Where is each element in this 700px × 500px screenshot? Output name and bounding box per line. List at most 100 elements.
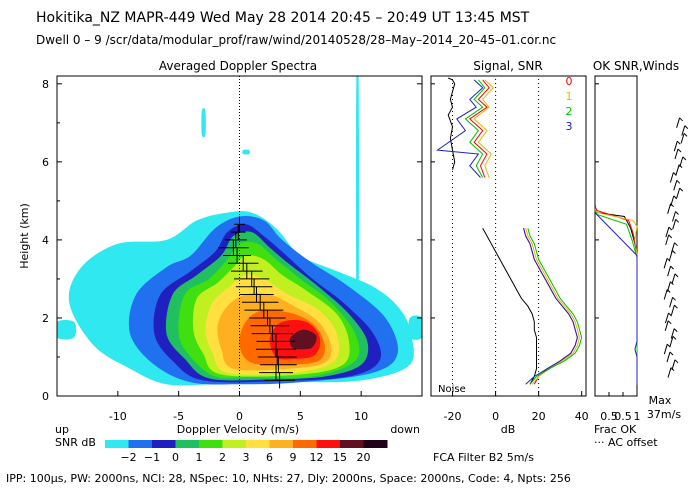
wind-barb-head-5 <box>673 328 678 332</box>
wind-barb-head-30 <box>683 133 688 137</box>
colorbar-tick-6: 6 <box>266 451 273 464</box>
legend-channel-3: 3 <box>566 120 573 133</box>
snr-series-signal <box>482 227 537 385</box>
height-tick-label-8: 8 <box>42 78 49 91</box>
wind-barb-shaft-26 <box>675 164 680 175</box>
wind-barb-shaft-1 <box>671 359 676 370</box>
ok-snr-winds-title: OK SNR,Winds <box>593 59 679 73</box>
db-tick-label--20: -20 <box>444 410 462 423</box>
wind-barb-head-26 <box>678 164 683 169</box>
down-label: down <box>390 423 420 436</box>
max-wind-value: 37m/s <box>647 408 681 421</box>
noise-label: Noise <box>438 384 466 395</box>
velocity-tick-label--5: -5 <box>173 410 184 423</box>
colorbar-swatch-7 <box>269 440 294 448</box>
height-tick-label-2: 2 <box>42 312 49 325</box>
velocity-tick-label-5: 5 <box>297 410 304 423</box>
wind-barb-shaft-14 <box>663 258 668 269</box>
wind-barb-head-31 <box>684 125 689 129</box>
frac-tick-label-2: 1 <box>634 410 641 423</box>
wind-barb-shaft-32 <box>676 117 681 128</box>
up-label: up <box>55 423 69 436</box>
signal-snr-frame <box>430 75 587 397</box>
wind-barb-head-7 <box>668 312 672 317</box>
snr-series-3-upper <box>436 79 484 178</box>
velocity-tick-label--10: -10 <box>109 410 127 423</box>
colorbar-swatch-0 <box>105 440 129 448</box>
colorbar-swatch-11 <box>363 440 388 448</box>
wind-barb-shaft-27 <box>679 156 684 168</box>
snr-series-0 <box>523 228 578 385</box>
wind-barb-shaft-31 <box>681 125 686 136</box>
wind-barb-head-13 <box>670 265 674 270</box>
snr-colorbar: −2 −1 0 1 2 3 6 9 12 15 20 <box>105 440 388 464</box>
wind-barb-head-16 <box>674 242 678 247</box>
wind-barb-shaft-5 <box>670 328 675 339</box>
colorbar-swatch-1 <box>128 440 153 448</box>
wind-barb-shaft-13 <box>667 265 672 277</box>
snr-series-0-upper <box>468 79 490 178</box>
cyan-feature-0 <box>57 319 77 340</box>
wind-barb-head-2 <box>669 351 674 356</box>
wind-barb-head-14 <box>666 257 671 262</box>
db-tick-label-40: 40 <box>575 410 589 423</box>
wind-barb-shaft-23 <box>676 187 681 199</box>
frac-tick-label-0: 0.5 <box>600 410 618 423</box>
wind-barb-shaft-19 <box>672 219 677 230</box>
header-title: Hokitika_NZ MAPR-449 Wed May 28 2014 20:… <box>36 10 530 26</box>
frac-tick-label-1: 0.5 <box>614 410 632 423</box>
wind-barb-head-4 <box>672 336 677 340</box>
height-tick-label-4: 4 <box>42 234 49 247</box>
contour-20 <box>289 329 317 350</box>
wind-barb-head-20 <box>675 211 679 215</box>
velocity-axis-label: Doppler Velocity (m/s) <box>177 423 299 436</box>
wind-barb-head-17 <box>668 234 673 239</box>
wind-barb-head-22 <box>673 195 678 200</box>
snr-series-1-upper <box>473 79 495 178</box>
colorbar-tick-3: 1 <box>196 451 203 464</box>
wind-barb-shaft-30 <box>680 133 685 144</box>
db-axis-label: dB <box>501 423 516 436</box>
wind-barb-shaft-8 <box>670 304 675 316</box>
signal-snr-title: Signal, SNR <box>473 59 542 73</box>
wind-barb-head-1 <box>674 359 679 364</box>
db-tick-label-20: 20 <box>532 410 546 423</box>
wind-barb-shaft-17 <box>665 234 670 246</box>
legend-channel-2: 2 <box>566 105 573 118</box>
colorbar-swatch-2 <box>152 440 176 448</box>
colorbar-swatch-5 <box>222 440 247 448</box>
colorbar-tick-9: 15 <box>333 451 347 464</box>
wind-barb-shaft-9 <box>669 297 674 308</box>
ok-series-frac-blue <box>594 212 638 385</box>
wind-barb-head-27 <box>682 156 687 161</box>
colorbar-tick-7: 9 <box>290 451 297 464</box>
spectra-title: Averaged Doppler Spectra <box>159 59 317 73</box>
height-axis-label: Height (km) <box>18 203 31 269</box>
wind-barb-shaft-28 <box>674 148 679 160</box>
header-dwell-path: Dwell 0 – 9 /scr/data/modular_prof/raw/w… <box>36 33 557 47</box>
wind-barb-shaft-20 <box>672 211 676 222</box>
wind-barb-head-3 <box>666 343 671 348</box>
legend-channel-1: 1 <box>566 90 573 103</box>
ok-snr-winds-panel: OK SNR,Winds 0.50.5 1 Frac OK ··· AC offs… <box>593 59 689 449</box>
wind-barb-shaft-0 <box>667 367 672 378</box>
snr-series-1 <box>525 228 581 385</box>
wind-barb-head-24 <box>676 179 681 184</box>
colorbar-tick-2: 0 <box>172 451 179 464</box>
wind-barb-head-25 <box>673 172 677 176</box>
velocity-tick-label-0: 0 <box>236 410 243 423</box>
db-tick-label-0: 0 <box>492 410 499 423</box>
wind-barb-shaft-12 <box>671 273 676 285</box>
wind-barb-head-28 <box>677 148 682 153</box>
colorbar-swatch-3 <box>175 440 200 448</box>
wind-barb-shaft-18 <box>665 226 670 238</box>
colorbar-swatch-4 <box>199 440 223 448</box>
wind-barb-head-29 <box>676 140 681 145</box>
colorbar-tick-1: −1 <box>144 451 160 464</box>
wind-barb-head-6 <box>667 320 672 325</box>
colorbar-tick-10: 20 <box>357 451 371 464</box>
cyan-feature-5 <box>242 149 250 155</box>
wind-barb-shaft-3 <box>663 344 668 355</box>
wind-barb-head-15 <box>672 250 676 254</box>
wind-barb-shaft-7 <box>665 312 669 324</box>
